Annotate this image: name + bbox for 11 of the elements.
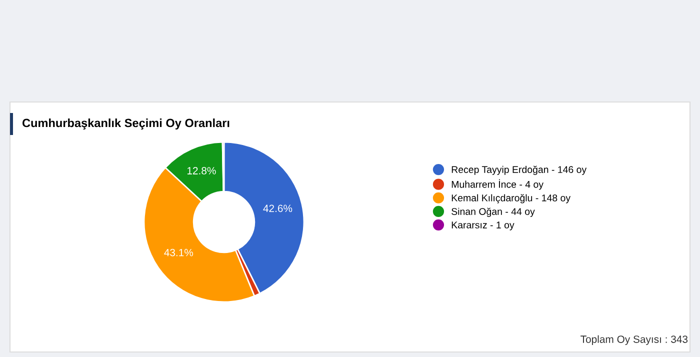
legend-label: Muharrem İnce - 4 oy: [452, 179, 544, 190]
text: Toplam Oy Sayısı : 343: [580, 335, 688, 345]
data-label: 43.1%: [164, 248, 194, 256]
legend-label: Kararsız - 1 oy: [452, 222, 514, 230]
donut-slice: [223, 141, 305, 294]
legend-label: Kemal Kılıçdaroğlu - 148 oy: [452, 194, 571, 204]
legend-label: Sinan Oğan - 44 oy: [452, 208, 535, 217]
data-label: 42.6%: [263, 204, 292, 212]
data-label: 12.8%: [187, 167, 216, 174]
legend-label: Recep Tayyip Erdoğan - 146 oy: [452, 166, 587, 175]
chart-title: Cumhurbaşkanlık Seçimi Oy Oranları: [22, 118, 230, 130]
